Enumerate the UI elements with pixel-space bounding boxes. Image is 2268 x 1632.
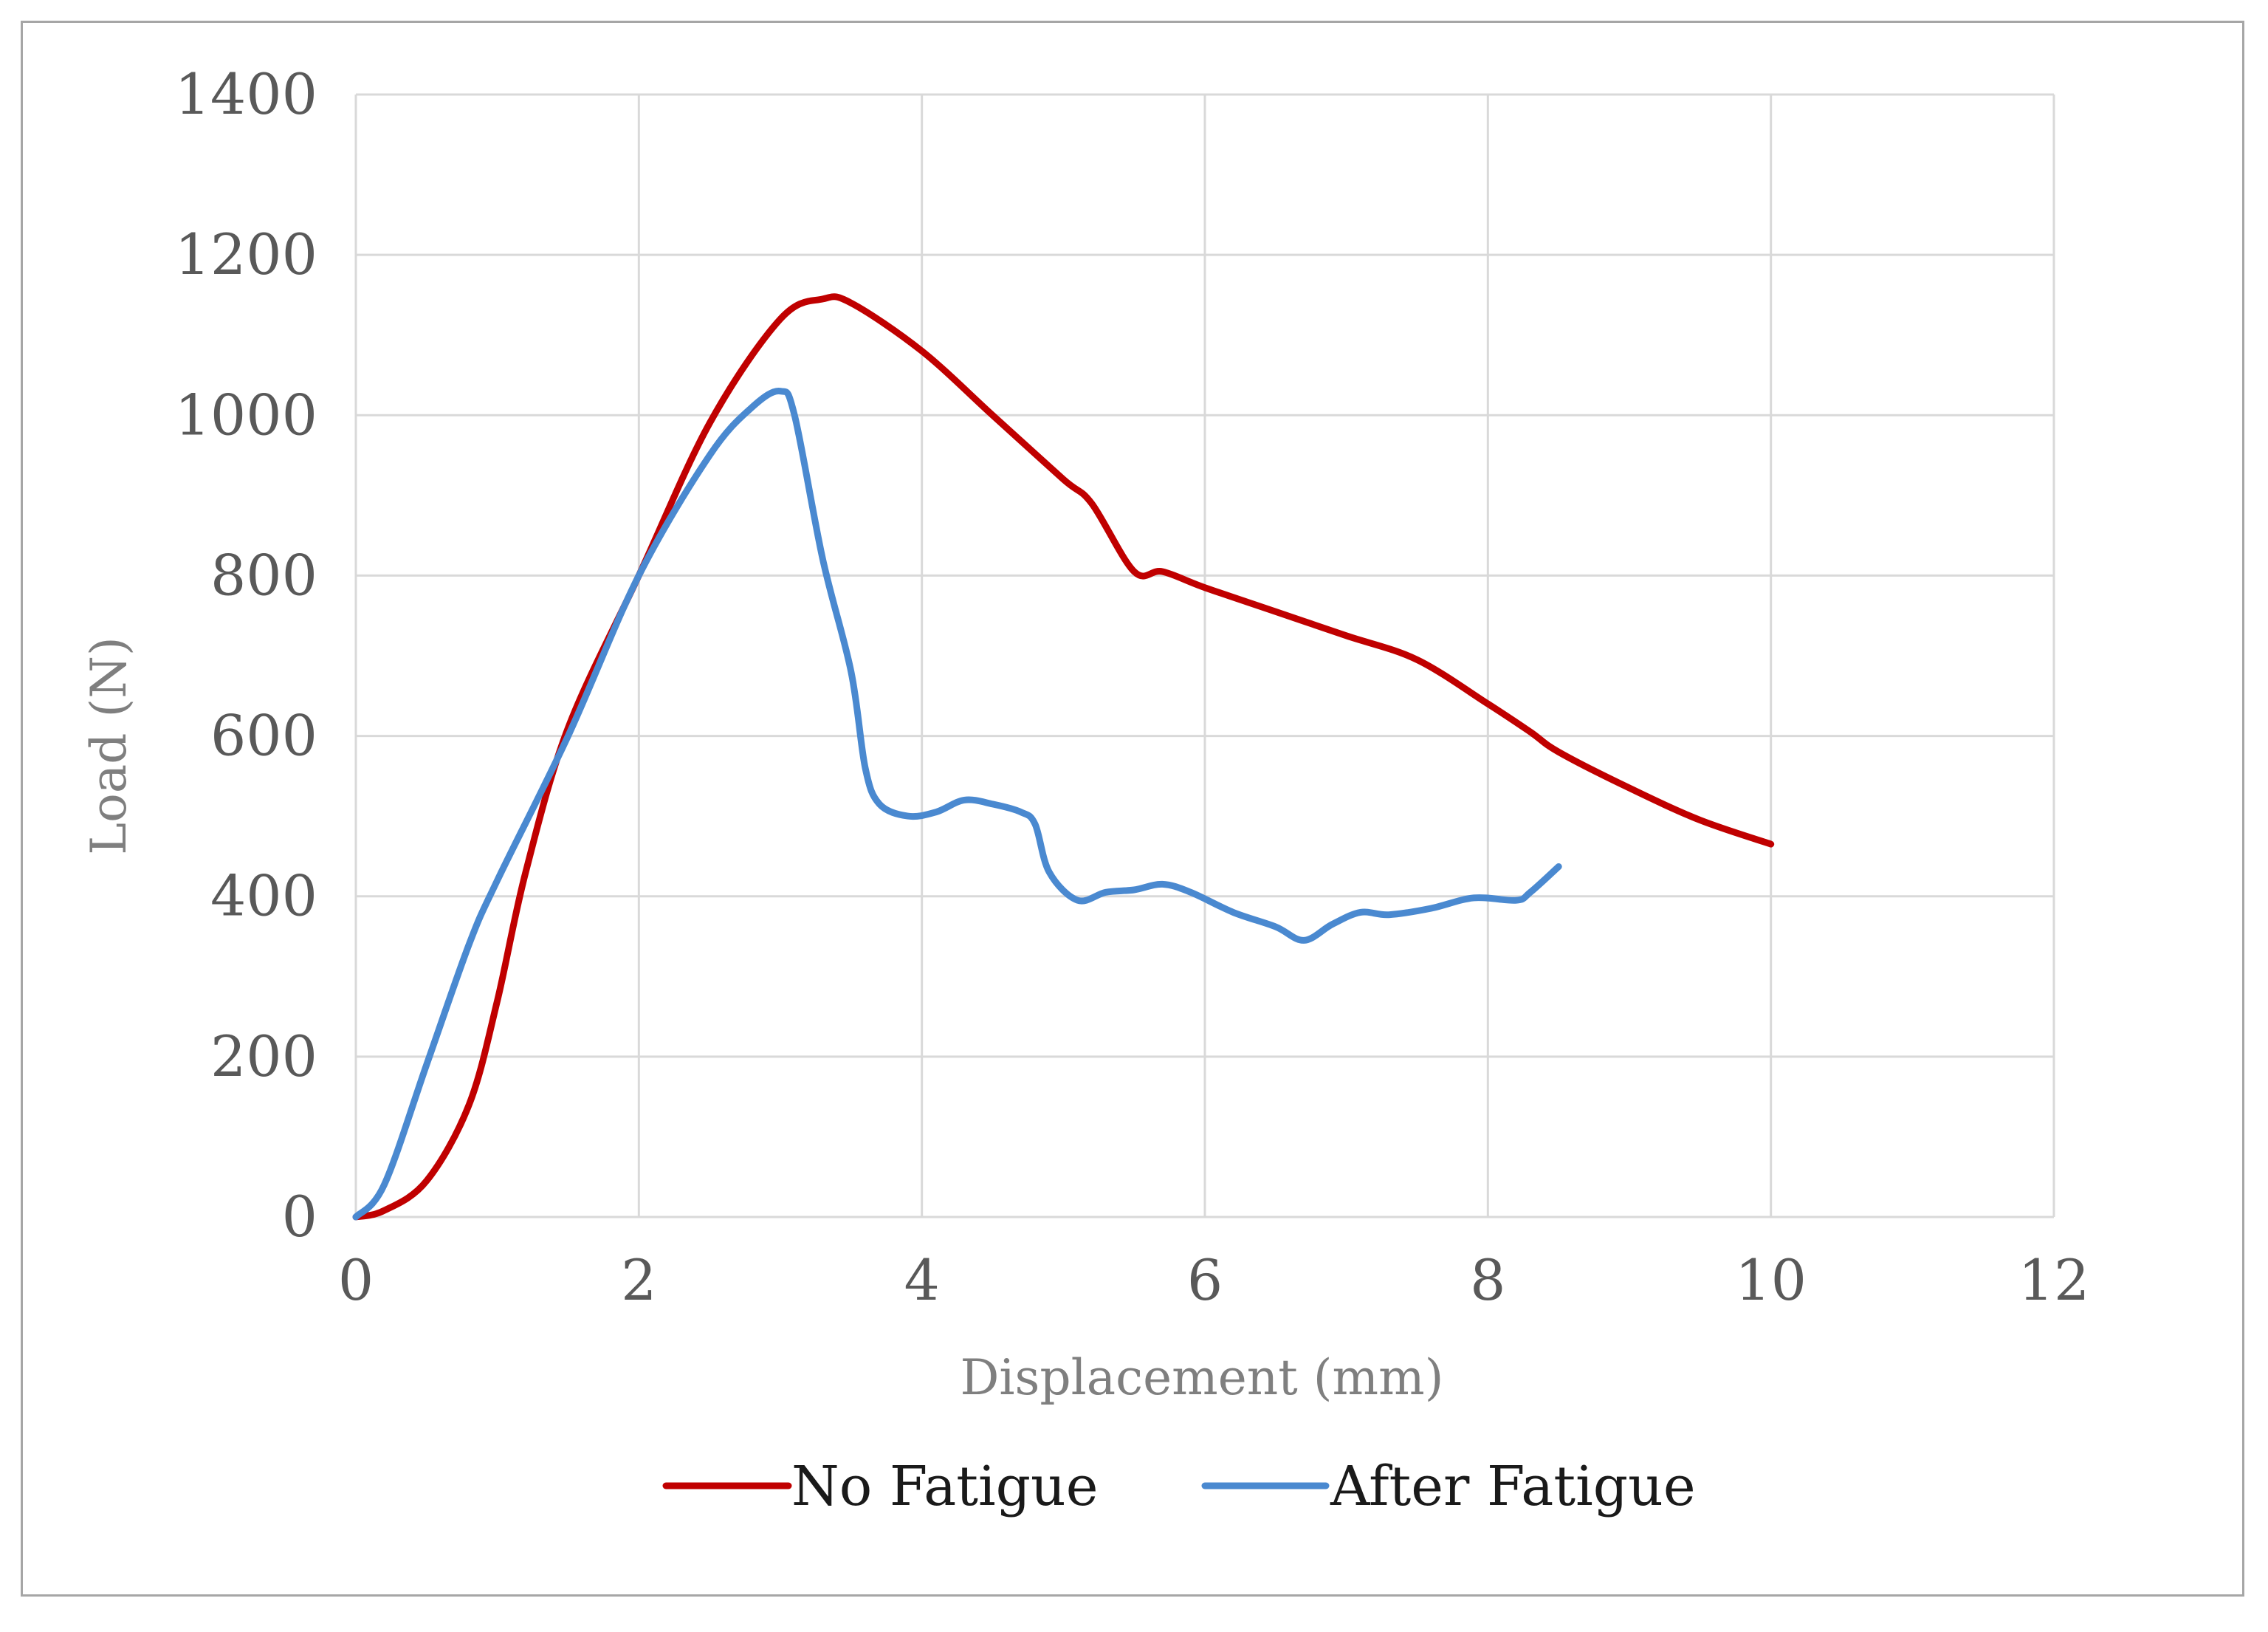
- y-axis-tick-labels: 0 200 400 600 800 1000 1200 1400: [175, 61, 317, 1249]
- y-axis-title: Load (N): [80, 637, 137, 854]
- x-tick-label: 12: [2018, 1247, 2090, 1313]
- x-axis-tick-labels: 0 2 4 6 8 10 12: [338, 1247, 2090, 1313]
- y-tick-label: 800: [210, 542, 317, 608]
- y-tick-label: 600: [210, 703, 317, 769]
- series-line-after-fatigue: [352, 388, 1562, 1221]
- x-tick-label: 6: [1187, 1247, 1223, 1313]
- x-tick-label: 4: [904, 1247, 939, 1313]
- x-gridlines: [354, 95, 2055, 1217]
- y-tick-label: 200: [210, 1024, 317, 1089]
- x-axis-title: Displacement (mm): [961, 1349, 1444, 1406]
- y-tick-label: 400: [210, 863, 317, 929]
- series-line-no-fatigue: [352, 293, 1775, 1221]
- x-tick-label: 10: [1735, 1247, 1807, 1313]
- series-lines: [352, 293, 1775, 1221]
- legend: No Fatigue After Fatigue: [662, 1455, 1696, 1518]
- legend-label-after-fatigue: After Fatigue: [1330, 1455, 1696, 1518]
- x-tick-label: 2: [621, 1247, 656, 1313]
- x-tick-label: 0: [338, 1247, 374, 1313]
- y-tick-label: 1000: [175, 382, 317, 448]
- y-tick-label: 1400: [175, 61, 317, 127]
- legend-label-no-fatigue: No Fatigue: [791, 1455, 1099, 1518]
- y-tick-label: 0: [282, 1184, 317, 1249]
- x-tick-label: 8: [1470, 1247, 1505, 1313]
- y-tick-label: 1200: [175, 222, 317, 287]
- figure-frame: [21, 21, 2244, 1597]
